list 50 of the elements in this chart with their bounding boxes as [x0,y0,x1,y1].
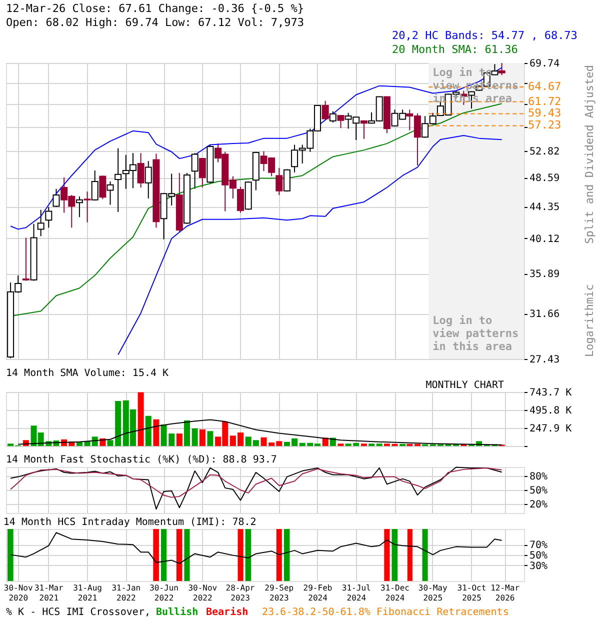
y-tick-label: 495.8 K [530,406,572,416]
x-tick-label: 31-Oct 2025 [457,584,486,602]
x-tick-label: 30-May 2025 [418,584,448,602]
y-tick-label: 52.82 [530,146,560,158]
y-tick-label: 31.66 [530,309,560,320]
chart-subtitle: Open: 68.02 High: 69.74 Low: 67.12 Vol: 7,973 [6,16,304,29]
y-tick-label: 50% [530,486,548,496]
ref-line-label: 57.23 [528,118,562,132]
text: MONTHLY CHART [426,380,504,391]
x-tick-label: 31-Jan 2022 [112,584,141,602]
chart-title: 14 Month HCS Intraday Momentum (IMI): 78.2 [3,517,256,528]
chart-title: 14 Month SMA Volume: 15.4 K [6,368,169,379]
chart-title: 12-Mar-26 Close: 67.61 Change: -0.36 {-0.5 %} [6,2,304,15]
ref-line-label: 61.72 [528,94,562,108]
ref-line-label: 59.43 [528,106,562,120]
y-tick-label: 27.43 [530,354,560,366]
y-tick-label: 743.7 K [530,388,572,398]
text: Logarithmic [583,284,596,357]
y-tick-label: 40.12 [530,234,560,245]
x-tick-label: 30-Nov 2020 [4,584,33,602]
x-tick-label: 28-Apr 2023 [226,584,255,602]
x-tick-label: 31-Mar 2021 [34,584,64,602]
x-tick-label: 29-Feb 2024 [303,584,332,602]
y-tick-label: 44.35 [530,202,560,214]
x-tick-label: 29-Sep 2023 [264,584,294,602]
x-tick-label: 30-Jun 2022 [150,584,179,602]
x-tick-label: 12-Mar 2026 [490,584,520,602]
y-tick-label: 70% [530,540,548,552]
x-tick-label: 31-Dec 2024 [380,584,410,602]
text: % K - HCS IMI Crossover, [6,607,150,618]
x-tick-label: 30-Nov 2022 [188,584,218,602]
annotation: Log in to view patterns in this area [432,314,519,353]
text: Bullish [156,606,198,618]
chart-title: 14 Month Fast Stochastic (%K) (%D): 88.8 93.7 [6,454,277,466]
text: 20 Month SMA: 61.36 [392,43,518,56]
text: Bearish [206,606,248,618]
y-tick-label: 20% [530,499,548,510]
y-tick-label: 69.74 [530,58,560,70]
x-tick-label: 31-Aug 2021 [73,584,102,602]
y-tick-label: 48.59 [530,173,560,184]
text: 23.6-38.2-50-61.8% Fibonacci Retracements [262,607,509,618]
y-tick-label: 80% [530,472,548,483]
y-tick-label: 35.89 [530,269,560,280]
y-tick-label: 247.9 K [530,424,572,434]
y-tick-label: 50% [530,550,548,562]
text: 20,2 HC Bands: 54.77 , 68.73 [392,29,578,42]
ref-line-label: 64.67 [528,80,562,93]
x-tick-label: 31-Jul 2024 [342,584,372,602]
y-tick-label: 30% [530,560,548,572]
y-axis-title: Split and Dividend Adjusted [583,65,596,244]
